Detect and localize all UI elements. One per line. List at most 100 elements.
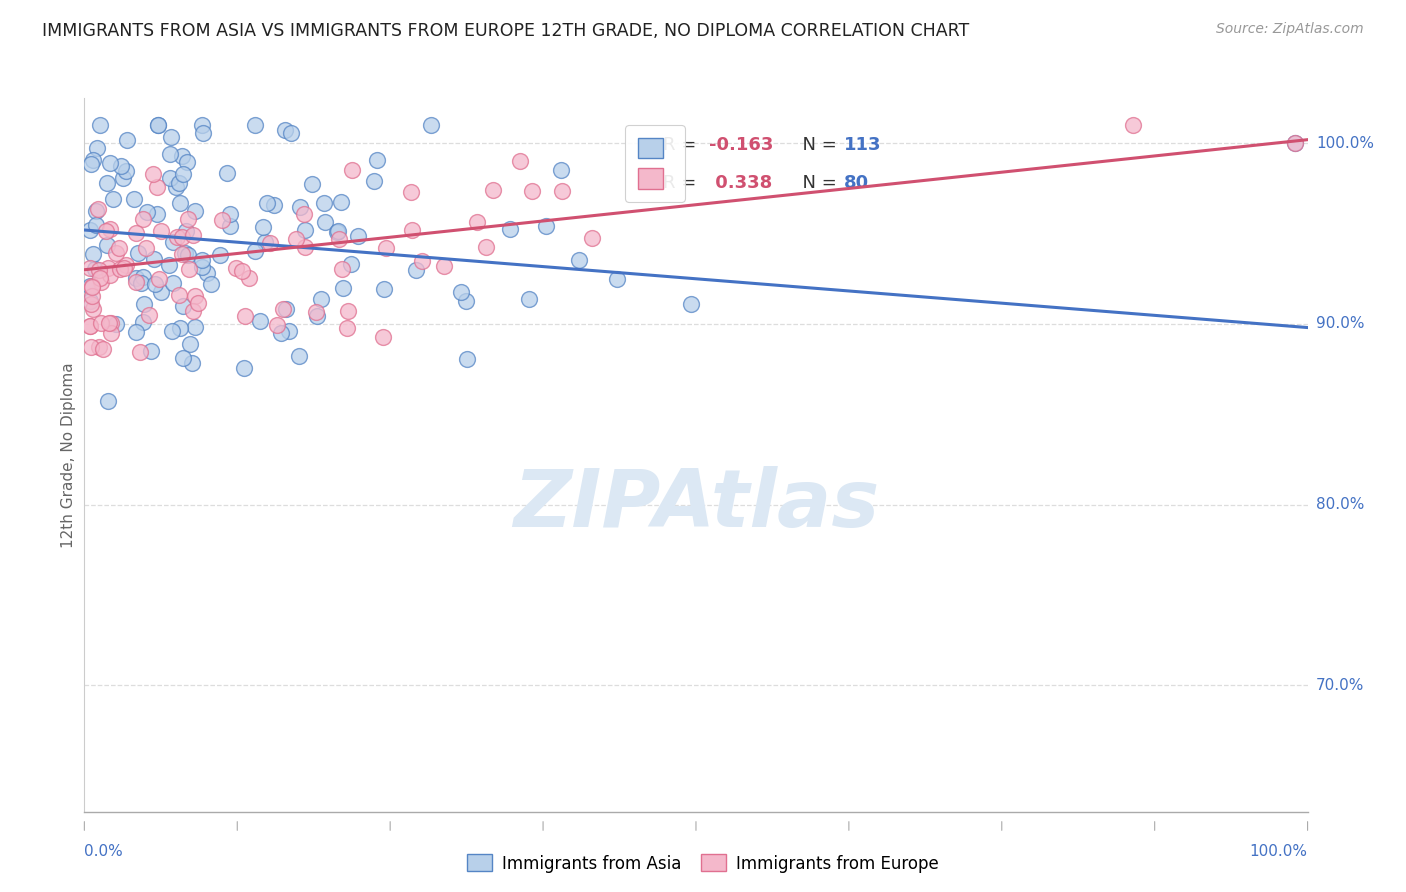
Point	[172, 149, 194, 163]
Point	[245, 244, 267, 258]
Point	[373, 282, 395, 296]
Point	[80, 156, 103, 170]
Point	[522, 184, 544, 198]
Point	[141, 344, 163, 359]
Point	[301, 178, 323, 192]
Point	[79, 261, 101, 276]
Point	[82, 153, 104, 167]
Point	[97, 394, 120, 409]
Point	[84, 218, 107, 232]
Point	[132, 315, 155, 329]
Point	[1284, 136, 1306, 151]
Point	[111, 171, 134, 186]
Point	[172, 351, 194, 366]
Point	[219, 207, 242, 221]
Point	[80, 297, 103, 311]
Point	[366, 153, 388, 168]
Point	[499, 221, 522, 235]
Point	[347, 228, 370, 243]
Text: 70.0%: 70.0%	[1316, 678, 1364, 693]
Point	[233, 309, 256, 323]
Point	[176, 155, 198, 169]
Point	[191, 260, 214, 274]
Text: N =: N =	[792, 136, 842, 154]
Point	[127, 246, 149, 260]
Point	[105, 317, 128, 331]
Point	[276, 302, 298, 317]
Point	[225, 261, 247, 276]
Text: ZIPAtlas: ZIPAtlas	[513, 466, 879, 544]
Point	[399, 185, 422, 199]
Point	[115, 133, 138, 147]
Point	[337, 304, 360, 318]
Point	[172, 247, 194, 261]
Point	[157, 259, 180, 273]
Point	[450, 285, 472, 299]
Point	[135, 205, 157, 219]
Point	[89, 263, 111, 277]
Point	[79, 319, 101, 334]
Point	[191, 252, 214, 267]
Point	[82, 279, 104, 293]
Point	[172, 167, 194, 181]
Point	[87, 202, 110, 216]
Point	[454, 294, 477, 309]
Point	[94, 224, 117, 238]
Point	[271, 302, 294, 317]
Point	[1122, 118, 1144, 132]
Point	[217, 166, 239, 180]
Point	[112, 260, 135, 275]
Point	[169, 288, 191, 302]
Point	[162, 276, 184, 290]
Point	[288, 349, 311, 363]
Text: IMMIGRANTS FROM ASIA VS IMMIGRANTS FROM EUROPE 12TH GRADE, NO DIPLOMA CORRELATIO: IMMIGRANTS FROM ASIA VS IMMIGRANTS FROM …	[42, 22, 969, 40]
Point	[129, 276, 152, 290]
Point	[80, 289, 103, 303]
Point	[79, 279, 101, 293]
Point	[160, 324, 183, 338]
Point	[183, 228, 205, 243]
Point	[191, 126, 214, 140]
Point	[98, 316, 121, 330]
Text: 0.0%: 0.0%	[84, 844, 124, 859]
Point	[243, 118, 266, 132]
Point	[125, 226, 148, 240]
Point	[170, 229, 193, 244]
Point	[181, 304, 204, 318]
Point	[266, 318, 288, 332]
Point	[405, 263, 427, 277]
Point	[284, 232, 307, 246]
Point	[550, 163, 572, 178]
Point	[307, 309, 329, 323]
Point	[456, 352, 478, 367]
Point	[180, 356, 202, 370]
Point	[96, 176, 118, 190]
Point	[173, 246, 195, 260]
Point	[238, 271, 260, 285]
Legend: , : ,	[626, 125, 685, 202]
Point	[108, 241, 131, 255]
Point	[326, 224, 349, 238]
Point	[176, 212, 198, 227]
Point	[475, 240, 498, 254]
Text: 80.0%: 80.0%	[1316, 497, 1364, 512]
Point	[89, 271, 111, 285]
Point	[606, 272, 628, 286]
Point	[219, 219, 242, 233]
Point	[101, 192, 124, 206]
Point	[146, 207, 169, 221]
Point	[482, 183, 505, 197]
Point	[132, 269, 155, 284]
Point	[401, 222, 423, 236]
Point	[304, 305, 326, 319]
Point	[254, 235, 277, 249]
Point	[134, 297, 156, 311]
Point	[90, 316, 112, 330]
Point	[82, 301, 104, 316]
Point	[371, 330, 394, 344]
Point	[148, 272, 170, 286]
Point	[551, 184, 574, 198]
Point	[259, 235, 281, 250]
Point	[681, 296, 703, 310]
Point	[105, 246, 128, 260]
